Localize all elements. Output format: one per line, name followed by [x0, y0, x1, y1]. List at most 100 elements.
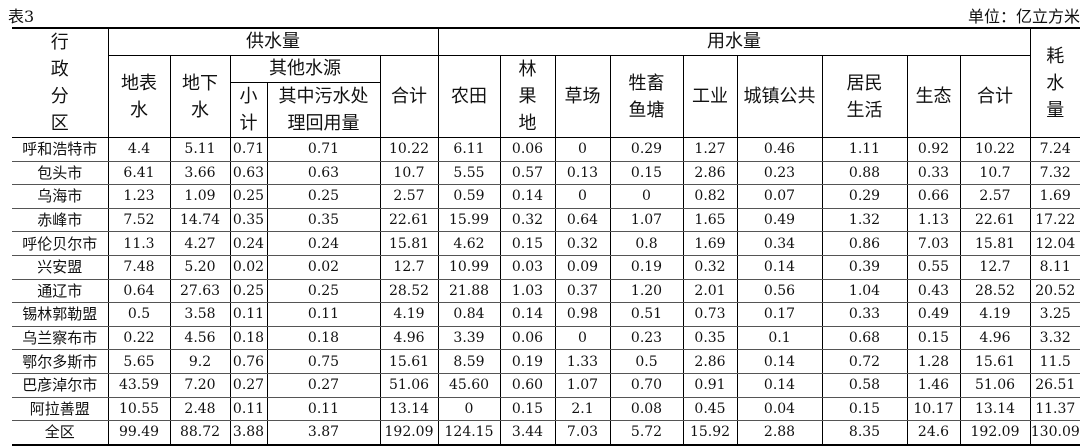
region-cell: 巴彦淖尔市 — [12, 372, 109, 398]
value-cell: 12.7 — [959, 254, 1031, 280]
value-cell: 0.37 — [554, 278, 611, 304]
region-cell: 呼伦贝尔市 — [12, 231, 109, 256]
value-cell: 3.88 — [229, 420, 268, 446]
value-cell: 0.35 — [229, 207, 268, 233]
value-cell: 1.23 — [107, 184, 171, 209]
value-cell: 15.81 — [379, 231, 439, 256]
value-cell: 0.11 — [229, 302, 268, 327]
region-cell: 兴安盟 — [12, 254, 109, 280]
value-cell: 9.2 — [169, 349, 231, 374]
region-cell: 阿拉善盟 — [12, 396, 109, 422]
value-cell: 5.11 — [169, 137, 231, 162]
region-cell: 鄂尔多斯市 — [12, 349, 109, 374]
value-cell: 10.55 — [107, 396, 171, 422]
region-cell: 包头市 — [12, 160, 109, 186]
column-header: 其中污水处理回用量 — [278, 86, 369, 134]
value-cell: 0.33 — [821, 302, 908, 327]
value-cell: 0.72 — [821, 349, 908, 374]
column-header: 小计 — [239, 86, 258, 134]
value-cell: 0.02 — [266, 254, 381, 280]
value-cell: 1.33 — [554, 349, 611, 374]
region-header: 行政分区 — [50, 32, 69, 134]
value-cell: 3.32 — [1029, 325, 1081, 351]
value-cell: 11.5 — [1029, 349, 1081, 374]
value-cell: 0.60 — [499, 372, 556, 398]
value-cell: 0.66 — [906, 184, 961, 209]
value-cell: 22.61 — [379, 207, 439, 233]
value-cell: 4.62 — [437, 231, 501, 256]
value-cell: 0.84 — [437, 302, 501, 327]
value-cell: 0.25 — [229, 278, 268, 304]
value-cell: 7.52 — [107, 207, 171, 233]
value-cell: 2.1 — [554, 396, 611, 422]
header-cell: 林果地 — [499, 55, 556, 138]
value-cell: 0.14 — [499, 302, 556, 327]
value-cell: 28.52 — [379, 278, 439, 304]
value-cell: 21.88 — [437, 278, 501, 304]
value-cell: 0.11 — [266, 302, 381, 327]
value-cell: 0.68 — [821, 325, 908, 351]
value-cell: 0.5 — [107, 302, 171, 327]
value-cell: 22.61 — [959, 207, 1031, 233]
value-cell: 0.1 — [736, 325, 823, 351]
value-cell: 8.59 — [437, 349, 501, 374]
value-cell: 124.15 — [437, 420, 501, 446]
value-cell: 51.06 — [379, 372, 439, 398]
use-header: 用水量 — [437, 27, 1031, 56]
column-header: 农田 — [437, 55, 501, 138]
value-cell: 0.15 — [609, 160, 684, 186]
value-cell: 0.19 — [499, 349, 556, 374]
value-cell: 2.86 — [682, 349, 738, 374]
value-cell: 4.96 — [379, 325, 439, 351]
value-cell: 0 — [554, 137, 611, 162]
value-cell: 0.73 — [682, 302, 738, 327]
value-cell: 0.43 — [906, 278, 961, 304]
table-row: 巴彦淖尔市 43.59 7.20 0.27 0.27 51.06 45.60 0.60 1.07… — [12, 372, 1081, 398]
value-cell: 5.55 — [437, 160, 501, 186]
value-cell: 0.35 — [682, 325, 738, 351]
value-cell: 0.59 — [437, 184, 501, 209]
table-row: 阿拉善盟 10.55 2.48 0.11 0.11 13.14 0 0.15 2.1 0.08 0.… — [12, 396, 1081, 422]
value-cell: 0.98 — [554, 302, 611, 327]
value-cell: 0.70 — [609, 372, 684, 398]
header-cell: 牲畜鱼塘 — [609, 55, 684, 138]
value-cell: 10.22 — [379, 137, 439, 162]
value-cell: 4.4 — [107, 137, 171, 162]
region-cell: 通辽市 — [12, 278, 109, 304]
value-cell: 2.48 — [169, 396, 231, 422]
region-cell: 呼和浩特市 — [12, 137, 109, 162]
value-cell: 0.11 — [266, 396, 381, 422]
value-cell: 1.28 — [906, 349, 961, 374]
value-cell: 3.87 — [266, 420, 381, 446]
value-cell: 10.17 — [906, 396, 961, 422]
value-cell: 27.63 — [169, 278, 231, 304]
value-cell: 0.06 — [499, 325, 556, 351]
value-cell: 0.32 — [554, 231, 611, 256]
value-cell: 0 — [609, 184, 684, 209]
header-cell: 地表水 — [108, 55, 171, 138]
value-cell: 0.46 — [736, 137, 823, 162]
value-cell: 5.72 — [609, 420, 684, 446]
value-cell: 0.29 — [609, 137, 684, 162]
column-header: 合计 — [959, 55, 1031, 138]
value-cell: 10.22 — [959, 137, 1031, 162]
value-cell: 0.58 — [821, 372, 908, 398]
value-cell: 0.02 — [229, 254, 268, 280]
region-cell: 赤峰市 — [12, 207, 109, 233]
header-cell: 其中污水处理回用量 — [266, 82, 380, 138]
value-cell: 3.25 — [1029, 302, 1081, 327]
value-cell: 0.03 — [499, 254, 556, 280]
value-cell: 1.46 — [906, 372, 961, 398]
table-row: 兴安盟 7.48 5.20 0.02 0.02 12.7 10.99 0.03 0.09 0.19… — [12, 254, 1081, 280]
value-cell: 28.52 — [959, 278, 1031, 304]
value-cell: 0 — [554, 184, 611, 209]
table-row: 赤峰市 7.52 14.74 0.35 0.35 22.61 15.99 0.32 0.64 1.… — [12, 207, 1081, 233]
value-cell: 7.32 — [1029, 160, 1081, 186]
value-cell: 88.72 — [169, 420, 231, 446]
value-cell: 45.60 — [437, 372, 501, 398]
value-cell: 0.75 — [266, 349, 381, 374]
value-cell: 0.24 — [229, 231, 268, 256]
value-cell: 0.14 — [499, 184, 556, 209]
value-cell: 0.25 — [266, 278, 381, 304]
